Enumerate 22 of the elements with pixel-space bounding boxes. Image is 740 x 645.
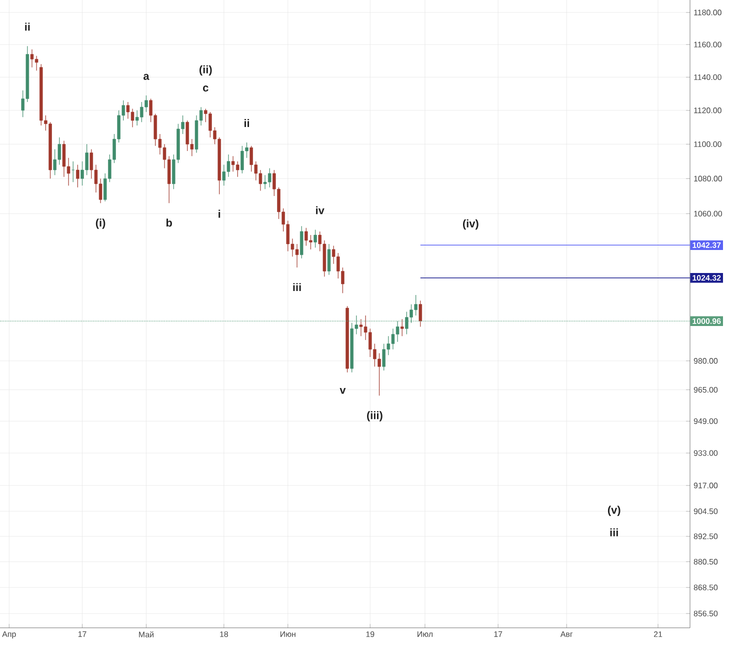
candlestick xyxy=(314,229,317,248)
annotation: (iv) xyxy=(462,219,478,230)
annotation: (v) xyxy=(608,506,620,516)
annotation: ii xyxy=(244,119,250,127)
annotation: (ii) xyxy=(199,65,212,76)
annotation: v xyxy=(340,388,346,394)
annotation: b xyxy=(166,218,172,227)
candlestick xyxy=(400,318,404,336)
annotation: i xyxy=(218,210,220,218)
candlestick xyxy=(300,226,304,259)
annotation: ii xyxy=(25,22,30,31)
annotation: a xyxy=(144,74,150,80)
annotation: (i) xyxy=(96,218,106,229)
annotation: iv xyxy=(316,206,324,214)
candlestick xyxy=(327,244,331,276)
candlestick xyxy=(72,161,75,182)
candlestick xyxy=(418,300,422,328)
annotation: c xyxy=(203,86,208,92)
annotation: iii xyxy=(610,528,618,536)
candlestick xyxy=(76,164,80,188)
annotation: (iii) xyxy=(367,411,382,422)
annotation: iii xyxy=(293,283,301,292)
